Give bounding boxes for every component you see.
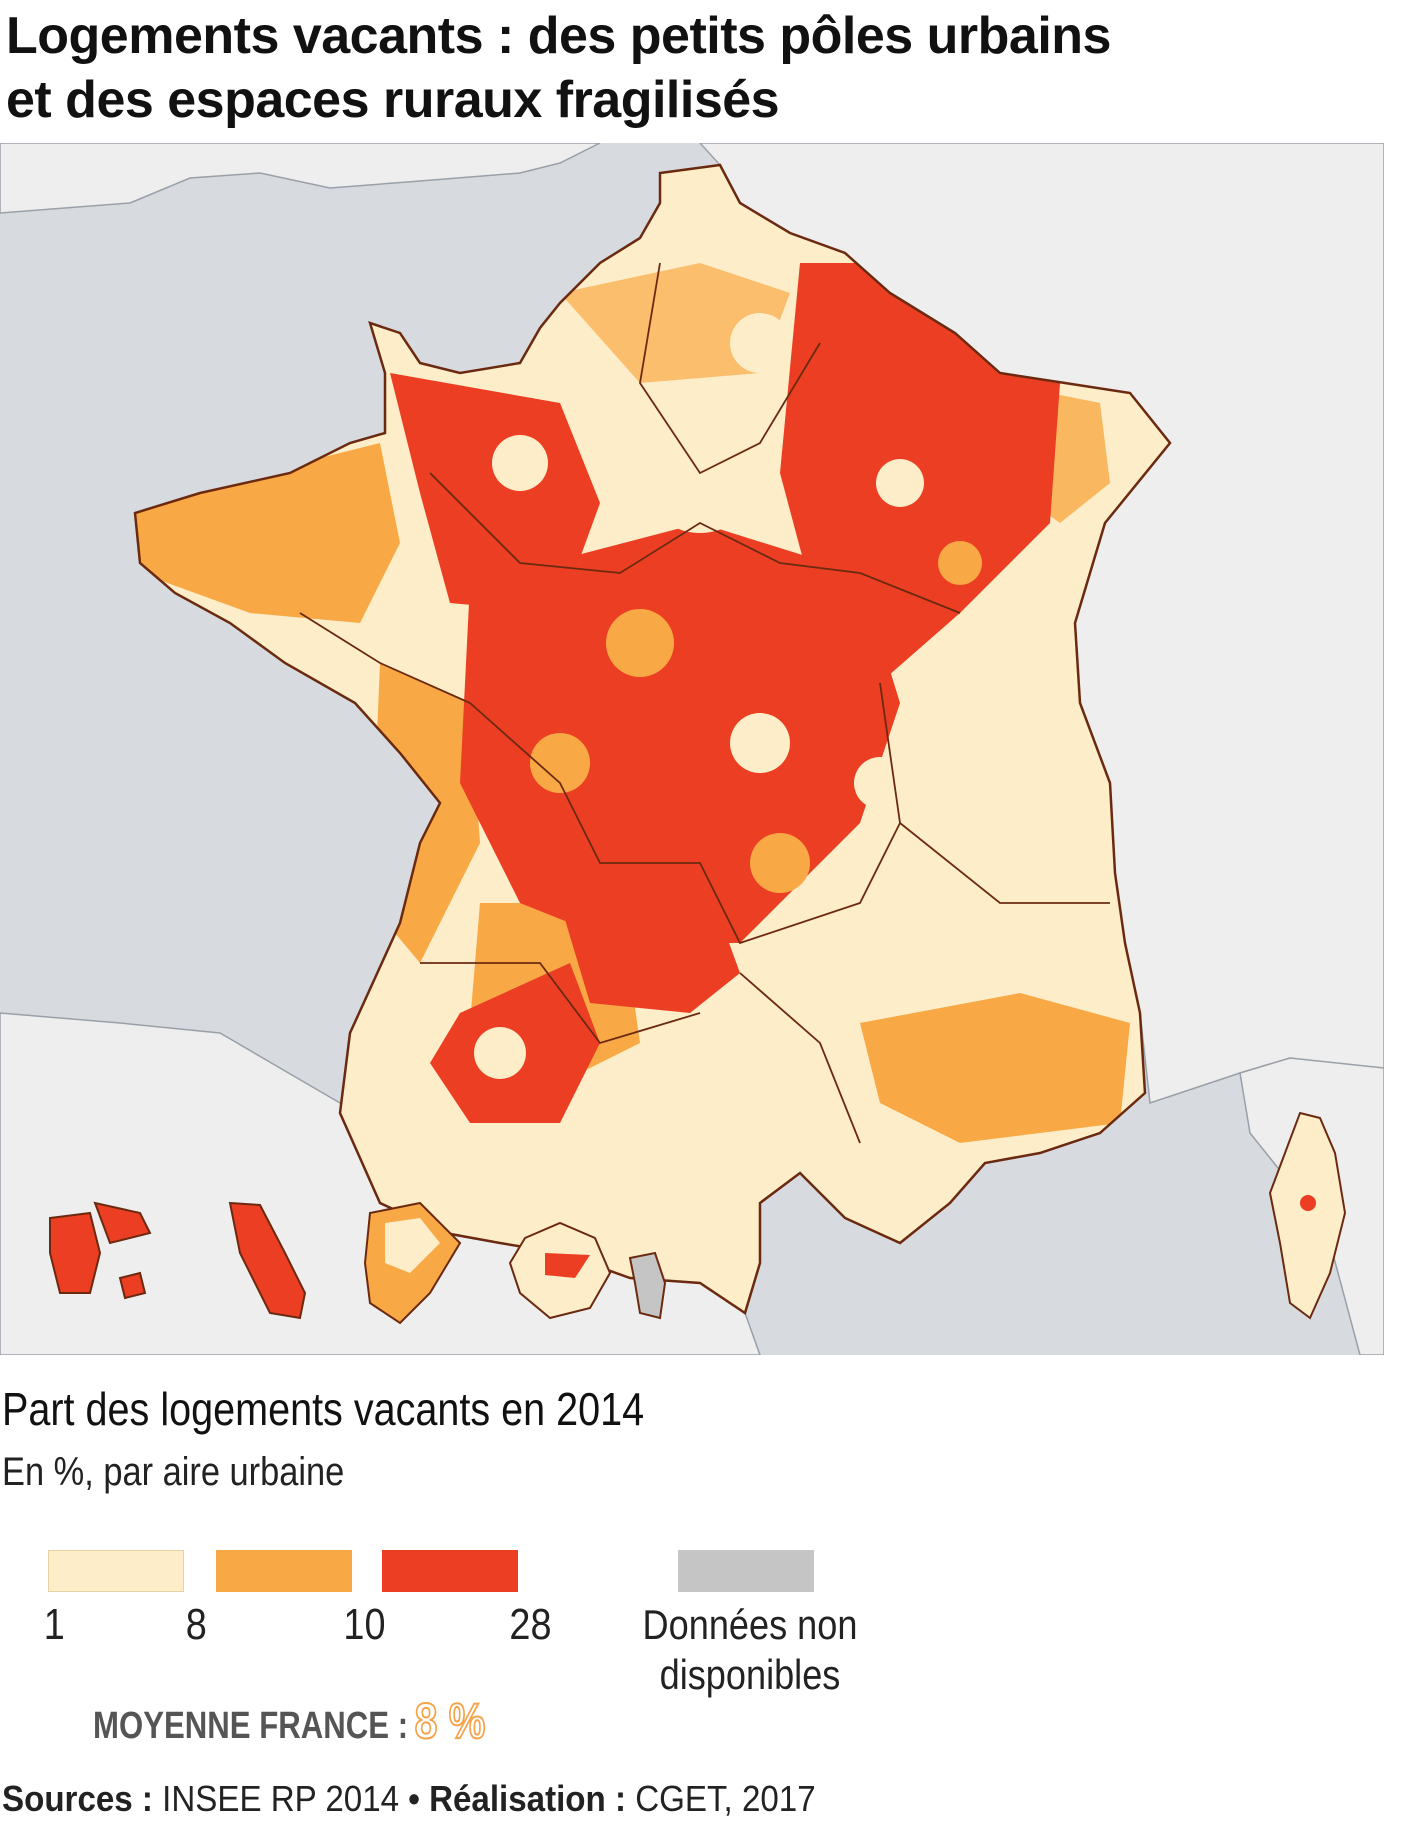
credit-label: Réalisation : bbox=[429, 1778, 627, 1819]
mayotte bbox=[628, 1251, 667, 1320]
average-label: MOYENNE FRANCE : bbox=[93, 1705, 409, 1747]
legend-tick-8: 8 bbox=[185, 1600, 207, 1649]
legend-na-line-1: Données non bbox=[642, 1601, 858, 1648]
legend-swatch-1-8 bbox=[48, 1550, 184, 1592]
legend-title: Part des logements vacants en 2014 bbox=[2, 1383, 645, 1435]
legend-tick-10: 10 bbox=[343, 1600, 386, 1649]
france-map bbox=[0, 143, 1384, 1355]
guyane bbox=[363, 1201, 462, 1325]
credit-value: CGET, 2017 bbox=[635, 1778, 816, 1819]
sources-separator: • bbox=[408, 1778, 420, 1819]
map-area bbox=[0, 143, 1384, 1355]
regional-borders bbox=[299, 262, 1110, 1144]
legend-tick-28: 28 bbox=[509, 1600, 552, 1649]
legend-swatch-8-10 bbox=[216, 1550, 352, 1592]
sources-label: Sources : bbox=[2, 1778, 153, 1819]
zone-bretagne bbox=[135, 443, 400, 623]
legend-swatch-na bbox=[678, 1550, 814, 1592]
zone-provence bbox=[860, 993, 1130, 1143]
uk-land bbox=[0, 143, 601, 214]
average-france: MOYENNE FRANCE :8 % bbox=[93, 1692, 486, 1750]
legend-na-line-2: disponibles bbox=[659, 1651, 841, 1698]
zone-normandie-sud bbox=[390, 373, 600, 613]
sources-line: Sources : INSEE RP 2014 • Réalisation : … bbox=[2, 1778, 816, 1820]
map-title-line-2: et des espaces ruraux fragilisés bbox=[6, 71, 780, 129]
martinique bbox=[228, 1201, 307, 1320]
average-value: 8 % bbox=[414, 1692, 486, 1750]
corse bbox=[1268, 1111, 1347, 1320]
map-title-line-1: Logements vacants : des petits pôles urb… bbox=[6, 7, 1111, 65]
sources-value: INSEE RP 2014 bbox=[162, 1778, 400, 1819]
map-title: Logements vacants : des petits pôles urb… bbox=[6, 4, 1406, 132]
legend-subtitle: En %, par aire urbaine bbox=[2, 1450, 345, 1494]
legend-swatch-10-28 bbox=[382, 1550, 518, 1592]
la-reunion bbox=[508, 1221, 612, 1320]
legend-na-label: Données non disponibles bbox=[638, 1600, 862, 1700]
guadeloupe bbox=[49, 1201, 152, 1300]
zone-limousin-sud bbox=[560, 863, 740, 1013]
legend-tick-1: 1 bbox=[43, 1600, 65, 1649]
